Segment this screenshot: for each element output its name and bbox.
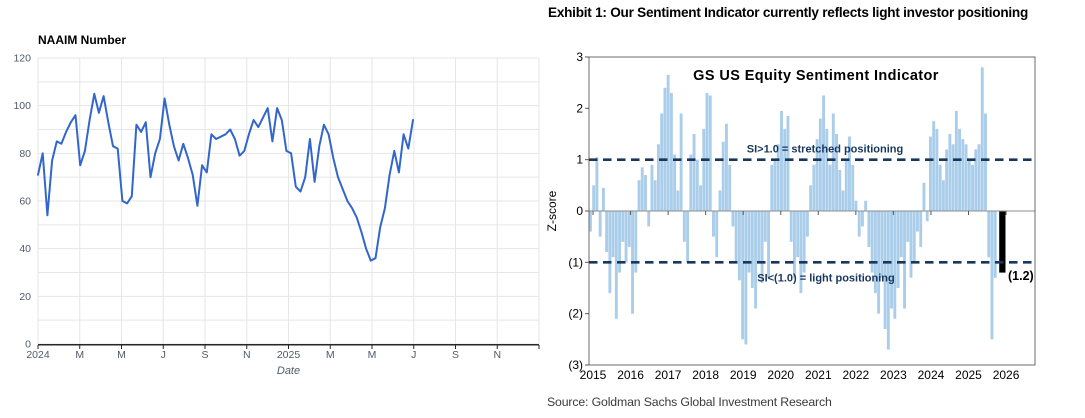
x-tick-label: 2024: [26, 349, 50, 361]
y-tick-label: 20: [19, 291, 31, 303]
x-tick-label: S: [452, 349, 459, 361]
z-tick-label: 1: [576, 153, 583, 167]
year-tick-label: 2026: [993, 368, 1020, 382]
left-gridlines: [37, 57, 540, 345]
year-tick-label: 2023: [880, 368, 907, 382]
source-note: Source: Goldman Sachs Global Investment …: [547, 395, 832, 409]
x-tick-label: 2025: [277, 349, 301, 361]
y-tick-label: 100: [13, 100, 31, 112]
z-tick-label: (1): [568, 255, 583, 269]
z-tick-label: (3): [568, 358, 583, 372]
year-tick-label: 2024: [918, 368, 945, 382]
x-tick-label: J: [411, 349, 416, 361]
x-tick-label: M: [117, 349, 126, 361]
z-tick-label: 2: [576, 101, 583, 115]
x-tick-label: M: [368, 349, 377, 361]
y-tick-label: 40: [19, 243, 31, 255]
year-tick-label: 2017: [655, 368, 682, 382]
x-axis-title: Date: [277, 365, 300, 377]
year-tick-label: 2015: [580, 368, 607, 382]
x-tick-label: M: [326, 349, 335, 361]
y-tick-label: 120: [13, 53, 31, 65]
x-tick-label: J: [161, 349, 166, 361]
y-tick-label: 80: [19, 148, 31, 160]
latest-value-label: (1.2): [1008, 269, 1034, 283]
year-tick-label: 2018: [692, 368, 719, 382]
z-tick-label: 3: [576, 50, 583, 64]
x-tick-label: N: [493, 349, 501, 361]
year-tick-label: 2020: [767, 368, 794, 382]
sentiment-bar-chart: 2015 2016 2017 2018 2019 2020 2021 2022 2023 2024…: [545, 50, 1036, 382]
latest-value-bar: [999, 211, 1006, 273]
y-tick-label: 0: [25, 339, 31, 351]
x-tick-label: M: [75, 349, 84, 361]
z-tick-label: (2): [568, 307, 583, 321]
year-tick-label: 2019: [730, 368, 757, 382]
z-tick-label: 0: [576, 204, 583, 218]
y-tick-label: 60: [19, 196, 31, 208]
left-chart-title: NAAIM Number: [38, 33, 126, 47]
year-tick-label: 2016: [617, 368, 644, 382]
x-tick-label: S: [201, 349, 208, 361]
exhibit-title: Exhibit 1: Our Sentiment Indicator curre…: [548, 5, 1029, 20]
naaim-line-chart: 0 20 40 60 80 100 120 2024 M M J S N 2025 M M J S N Date NAA…: [13, 33, 540, 377]
year-tick-label: 2022: [842, 368, 869, 382]
x-tick-label: N: [243, 349, 251, 361]
sentiment-bars: [589, 67, 997, 350]
light-positioning-annotation: SI<(1.0) = light positioning: [757, 272, 895, 284]
stretched-positioning-annotation: SI>1.0 = stretched positioning: [747, 144, 903, 156]
right-chart-title: GS US Equity Sentiment Indicator: [693, 68, 939, 84]
left-axes: 0 20 40 60 80 100 120 2024 M M J S N 2025 M M J S N Date: [13, 53, 540, 377]
naaim-series-line: [37, 92, 414, 262]
year-tick-label: 2021: [805, 368, 832, 382]
year-tick-label: 2025: [955, 368, 982, 382]
z-score-axis-title: Z-score: [545, 190, 559, 231]
